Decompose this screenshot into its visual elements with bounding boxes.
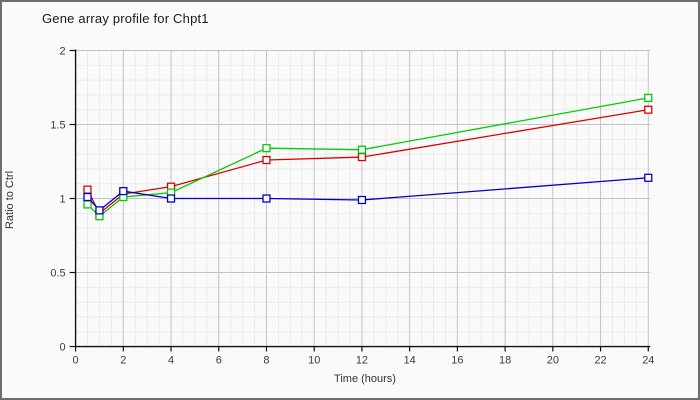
x-axis-label: Time (hours) bbox=[334, 373, 396, 385]
y-axis-label: Ratio to Ctrl bbox=[4, 170, 16, 230]
blue-series-marker bbox=[357, 195, 367, 205]
blue-series-marker bbox=[166, 194, 176, 203]
x-tick-label: 22 bbox=[594, 354, 606, 366]
x-tick-label: 0 bbox=[73, 354, 79, 366]
y-tick-label: 1 bbox=[60, 193, 66, 205]
y-tick-label: 0 bbox=[60, 341, 66, 353]
green-series-marker bbox=[357, 145, 367, 154]
x-tick-label: 4 bbox=[168, 354, 174, 366]
x-tick-label: 10 bbox=[308, 354, 320, 366]
x-tick-label: 14 bbox=[404, 354, 416, 366]
red-series-marker bbox=[83, 185, 92, 194]
green-series-marker bbox=[262, 144, 271, 153]
chart-title: Gene array profile for Chpt1 bbox=[42, 11, 209, 26]
x-tick-label: 2 bbox=[120, 354, 126, 366]
y-tick-label: 2 bbox=[60, 45, 66, 57]
blue-series-marker bbox=[644, 173, 653, 182]
red-series-marker bbox=[644, 105, 653, 114]
x-tick-label: 20 bbox=[547, 354, 559, 366]
red-series-marker bbox=[357, 152, 367, 162]
blue-series-marker bbox=[119, 187, 128, 196]
green-series-marker bbox=[83, 200, 92, 209]
x-tick-label: 18 bbox=[499, 354, 511, 366]
y-tick-label: 1.5 bbox=[50, 119, 65, 131]
x-tick-label: 6 bbox=[216, 354, 222, 366]
x-tick-label: 12 bbox=[356, 354, 368, 366]
blue-series-marker bbox=[262, 194, 271, 203]
x-tick-label: 24 bbox=[642, 354, 654, 366]
green-series-marker bbox=[644, 93, 653, 102]
x-tick-label: 8 bbox=[263, 354, 269, 366]
y-tick-label: 0.5 bbox=[50, 267, 65, 279]
blue-series-marker bbox=[95, 206, 104, 215]
blue-series-marker bbox=[83, 192, 92, 202]
x-tick-label: 16 bbox=[451, 354, 463, 366]
red-series-marker bbox=[262, 155, 271, 165]
